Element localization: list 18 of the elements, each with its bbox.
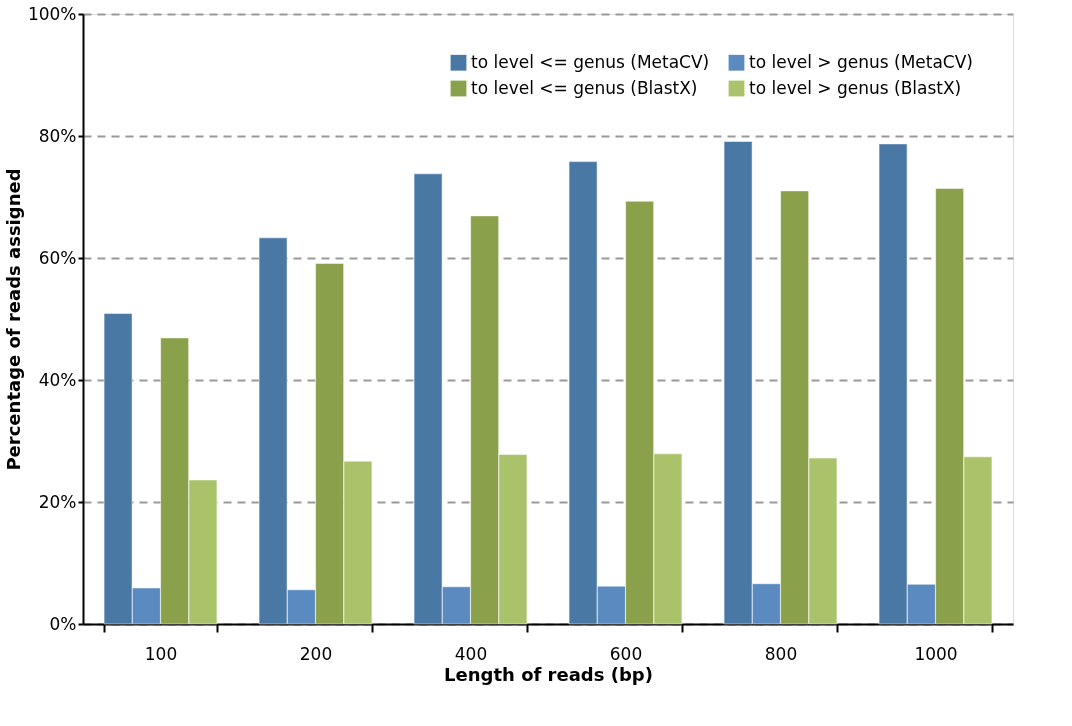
x-tick-label: 1000 — [914, 643, 958, 664]
y-tick-label: 60% — [38, 247, 77, 268]
y-tick-label: 0% — [49, 613, 77, 634]
y-tick-label: 80% — [38, 125, 77, 146]
x-axis-title: Length of reads (bp) — [444, 663, 653, 685]
legend-label: to level <= genus (MetaCV) — [471, 51, 710, 72]
x-tick-label: 600 — [609, 643, 643, 664]
y-tick-label: 100% — [27, 3, 77, 24]
x-tick-label: 100 — [144, 643, 178, 664]
legend-label: to level <= genus (BlastX) — [471, 77, 698, 98]
x-tick-label: 800 — [764, 643, 798, 664]
y-axis-title: Percentage of reads assigned — [2, 168, 24, 471]
legend-label: to level > genus (MetaCV) — [749, 51, 973, 72]
y-tick-label: 20% — [38, 491, 77, 512]
x-tick-label: 400 — [454, 643, 488, 664]
x-tick-label: 200 — [299, 643, 333, 664]
y-tick-label: 40% — [38, 369, 77, 390]
legend-label: to level > genus (BlastX) — [749, 77, 962, 98]
